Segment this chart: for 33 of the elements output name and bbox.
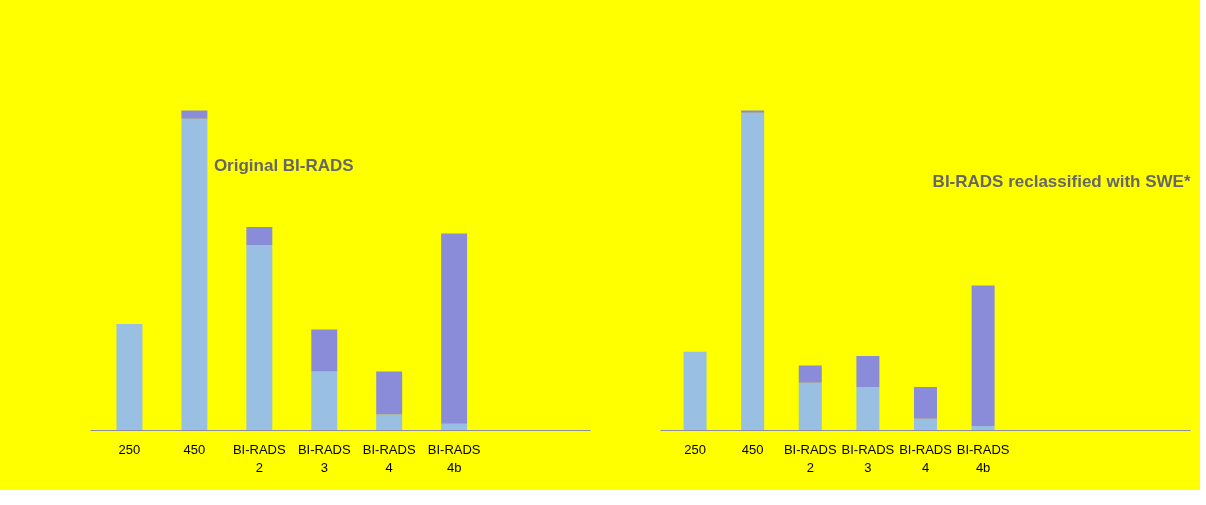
x-tick-label: BI-RADS 3 — [297, 441, 351, 475]
bar — [181, 110, 208, 119]
bar — [683, 351, 707, 431]
x-tick-label: BI-RADS 4 — [899, 441, 953, 475]
bar — [741, 112, 765, 431]
x-tick-label: BI-RADS 4 — [362, 441, 416, 475]
bar — [311, 371, 338, 431]
bar — [246, 226, 273, 246]
bar — [311, 329, 338, 372]
annotation: Original BI-RADS — [213, 155, 354, 175]
x-tick-label: BI-RADS 2 — [783, 441, 837, 475]
bar — [376, 414, 403, 431]
x-tick-label: 450 — [741, 441, 764, 457]
x-tick-label: 250 — [118, 441, 141, 457]
bar — [441, 233, 468, 424]
x-tick-label: BI-RADS 4b — [956, 441, 1010, 475]
bar — [856, 386, 880, 431]
bar — [856, 355, 880, 387]
annotation: BI-RADS reclassified with SWE* — [932, 171, 1191, 191]
bar — [913, 418, 938, 431]
x-tick-label: BI-RADS 2 — [232, 441, 287, 475]
bar — [798, 382, 822, 431]
x-tick-label: BI-RADS 4b — [427, 441, 481, 475]
x-tick-label: 450 — [183, 441, 206, 457]
bar — [181, 118, 208, 431]
bar — [246, 245, 273, 431]
bar — [116, 323, 143, 431]
bar — [376, 371, 403, 415]
bar — [798, 365, 822, 383]
x-tick-label: 250 — [684, 441, 706, 457]
bar — [971, 285, 995, 427]
x-tick-label: BI-RADS 3 — [841, 441, 895, 475]
bar — [913, 386, 938, 419]
